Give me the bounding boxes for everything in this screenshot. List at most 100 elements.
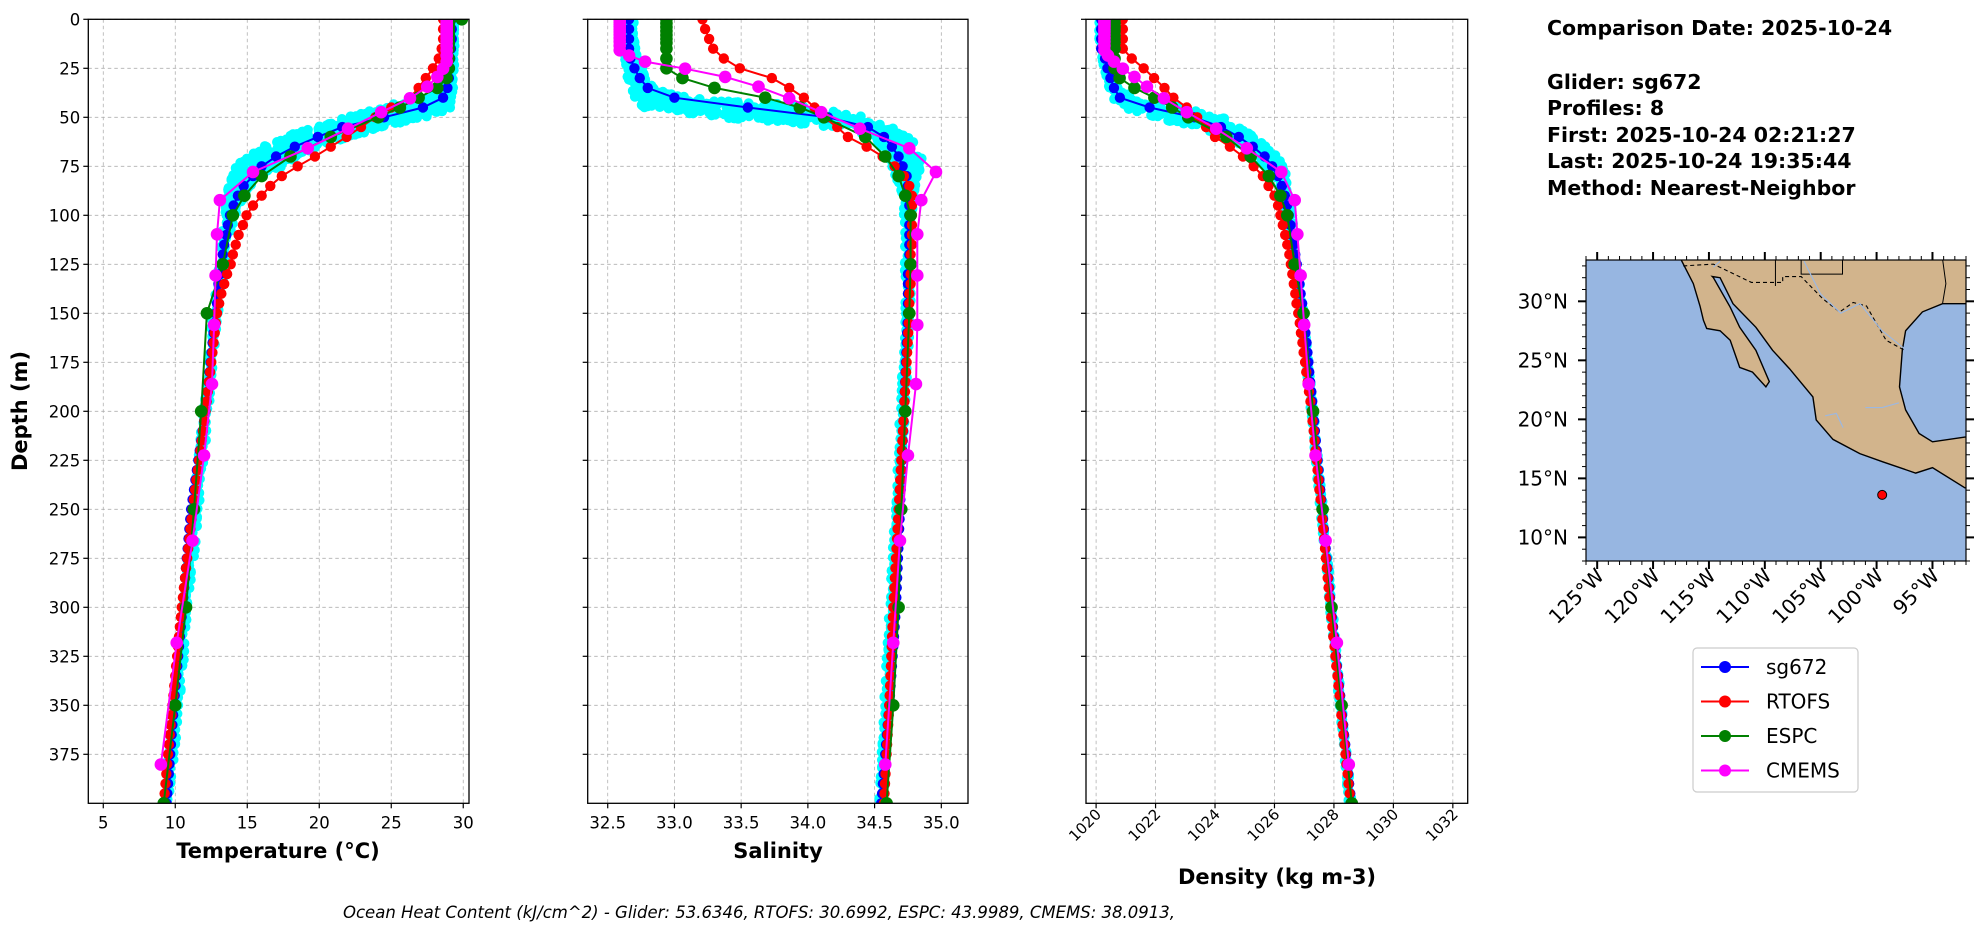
country-border: [1683, 263, 1905, 351]
data-point-espc: [157, 797, 171, 804]
data-point-cmems: [909, 377, 923, 391]
x-tick-label: 5: [98, 813, 109, 832]
data-point-sg672: [1233, 131, 1244, 143]
data-point-cmems: [246, 165, 260, 179]
data-point-rtofs: [292, 161, 303, 172]
data-point-rtofs: [230, 239, 241, 250]
glider-profile-samples: [620, 19, 927, 804]
glider-sample-point: [1122, 102, 1133, 113]
glider-sample-point: [1167, 113, 1178, 124]
data-point-cmems: [853, 122, 867, 135]
data-point-cmems: [374, 105, 388, 119]
data-point-rtofs: [897, 435, 908, 446]
glider-sample-point: [762, 115, 773, 126]
glider-sample-point: [368, 124, 379, 135]
x-tick-label: 35.0: [923, 813, 960, 832]
data-point-rtofs: [1342, 768, 1353, 780]
glider-sample-point: [695, 106, 706, 117]
state-border: [1800, 260, 1843, 275]
data-point-rtofs: [894, 484, 905, 495]
data-point-cmems: [1275, 165, 1288, 179]
data-point-rtofs: [707, 43, 719, 54]
data-point-rtofs: [1282, 239, 1293, 250]
data-point-cmems: [431, 70, 444, 84]
data-point-cmems: [814, 105, 828, 119]
data-point-espc: [898, 405, 912, 418]
data-point-cmems: [914, 193, 928, 207]
map-lat-label: 25°N: [1518, 348, 1568, 372]
map-lon-label: 125°W: [1544, 563, 1609, 628]
data-point-espc: [880, 797, 893, 804]
data-point-espc: [898, 189, 912, 202]
data-point-rtofs: [213, 298, 225, 309]
glider-name: Glider: sg672: [1547, 70, 1702, 94]
glider-sample-point: [710, 109, 721, 120]
data-point-rtofs: [265, 180, 276, 192]
glider-sample-point: [788, 117, 799, 128]
data-point-rtofs: [1224, 141, 1236, 152]
data-point-cmems: [886, 636, 900, 650]
glider-location-marker: [1877, 489, 1888, 500]
data-point-espc: [194, 405, 208, 418]
y-tick-label: 225: [49, 451, 81, 470]
data-point-rtofs: [783, 82, 795, 94]
data-point-espc: [758, 91, 772, 104]
data-point-sg672: [442, 82, 453, 94]
y-tick-label: 150: [49, 304, 81, 323]
data-point-cmems: [910, 318, 924, 332]
glider-sample-point: [796, 118, 807, 129]
legend-item-sg672: sg672: [1701, 655, 1827, 679]
y-tick-label: 300: [49, 598, 81, 617]
data-point-rtofs: [718, 53, 730, 64]
data-point-espc: [455, 19, 469, 26]
data-point-rtofs: [276, 170, 288, 182]
data-point-espc: [892, 169, 905, 183]
plot-area: [613, 19, 943, 804]
data-point-sg672: [893, 151, 904, 162]
data-point-espc: [892, 601, 905, 614]
data-point-sg672: [1108, 82, 1120, 94]
data-point-sg672: [623, 19, 635, 25]
x-tick-label: 33.5: [723, 813, 760, 832]
data-point-espc: [1345, 797, 1359, 804]
data-point-rtofs: [898, 415, 909, 427]
data-point-cmems: [1128, 70, 1141, 84]
series-cmems: [1098, 19, 1356, 771]
data-point-espc: [187, 503, 201, 516]
series-cmems: [613, 19, 943, 771]
glider-sample-point: [431, 106, 442, 117]
data-point-cmems: [1209, 122, 1223, 135]
glider-sample-point: [818, 120, 829, 131]
data-point-espc: [878, 150, 892, 163]
data-point-rtofs: [256, 190, 267, 201]
data-point-cmems: [622, 49, 636, 62]
data-point-sg672: [312, 131, 324, 143]
legend-label: sg672: [1766, 655, 1827, 679]
x-axis-label-temperature: Temperature (°C): [176, 839, 379, 863]
panel-salinity: 32.5 33.0 33.5 34.0 34.5 35.0: [582, 18, 969, 832]
y-axis-label: Depth (m): [8, 351, 32, 471]
data-point-espc: [1335, 699, 1348, 712]
data-point-espc: [708, 81, 721, 95]
glider-sample-point: [421, 111, 432, 122]
data-point-rtofs: [1263, 180, 1274, 192]
glider-sample-point: [736, 112, 747, 123]
data-point-sg672: [437, 92, 449, 103]
map-lat-label: 20°N: [1518, 407, 1568, 431]
legend: sg672 RTOFS ESPC CMEMS: [1692, 647, 1859, 793]
data-point-rtofs: [309, 151, 321, 162]
x-tick-label: 33.0: [656, 813, 693, 832]
data-point-cmems: [893, 534, 907, 547]
y-tick-label: 175: [49, 353, 81, 372]
data-point-espc: [431, 81, 444, 95]
glider-sample-point: [772, 115, 783, 126]
data-point-cmems: [1288, 193, 1301, 207]
legend-box: [1692, 647, 1859, 793]
data-point-sg672: [1105, 72, 1116, 84]
legend-label: ESPC: [1766, 724, 1817, 748]
data-point-rtofs: [1159, 82, 1170, 94]
glider-sample-point: [672, 105, 683, 116]
data-point-espc: [904, 209, 917, 222]
x-tick-label: 1030: [1362, 805, 1402, 845]
x-tick-label: 1022: [1125, 805, 1165, 845]
